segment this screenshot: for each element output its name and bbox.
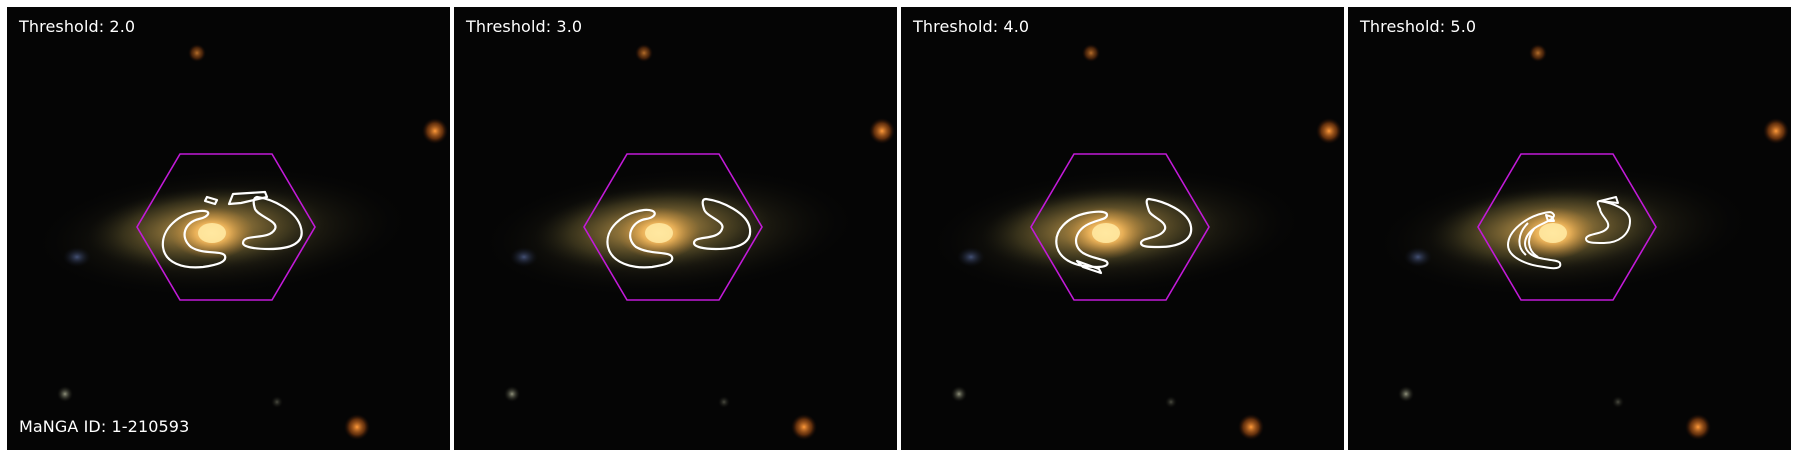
hexagon-footprint [583,153,763,301]
image-panel-2: Threshold: 3.0 [454,7,897,450]
manga-id-label: MaNGA ID: 1-210593 [19,417,190,436]
galaxy-image [1348,7,1791,450]
galaxy-image [454,7,897,450]
image-panel-1: Threshold: 2.0 MaNGA ID: 1-210593 [7,7,450,450]
hexagon-footprint [1477,153,1657,301]
image-panel-3: Threshold: 4.0 [901,7,1344,450]
hexagon-footprint [136,153,316,301]
galaxy-image [901,7,1344,450]
field-stars [951,44,1342,440]
image-panel-4: Threshold: 5.0 [1348,7,1791,450]
threshold-label: Threshold: 4.0 [913,17,1030,36]
hexagon-footprint [1030,153,1210,301]
field-stars [1398,44,1789,440]
contours [606,197,752,269]
field-stars [504,44,895,440]
galaxy [931,168,1301,296]
field-stars [57,44,448,440]
contours [1055,197,1193,275]
contours [1507,196,1631,270]
galaxy [1378,168,1748,296]
galaxy [37,168,407,296]
threshold-label: Threshold: 3.0 [466,17,583,36]
threshold-label: Threshold: 2.0 [19,17,136,36]
contours [161,190,303,269]
galaxy [484,168,854,296]
galaxy-image [7,7,450,450]
threshold-label: Threshold: 5.0 [1360,17,1477,36]
